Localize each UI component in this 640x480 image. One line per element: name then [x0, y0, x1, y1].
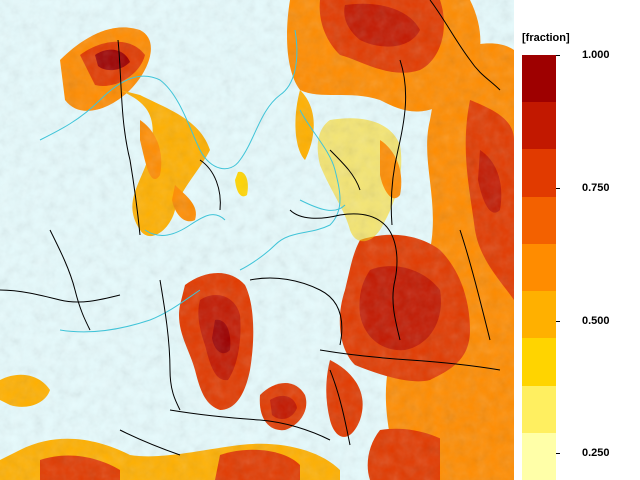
legend-bin [522, 385, 556, 434]
legend-tick-mark [556, 187, 560, 189]
legend-color-bar [522, 55, 556, 480]
legend-tick-mark [556, 453, 560, 455]
texture-overlay [0, 0, 514, 480]
legend-unit-label: [fraction] [522, 32, 570, 44]
country-borders [0, 0, 501, 456]
legend-bin [522, 149, 556, 198]
legend-bin [522, 338, 556, 387]
legend-bin [522, 55, 556, 103]
legend-tick-mark [556, 55, 560, 56]
legend-bin [522, 432, 556, 480]
legend-tick-label: 0.750 [582, 181, 610, 194]
legend-bin [522, 243, 556, 292]
map-canvas [0, 0, 514, 480]
legend-tick-mark [556, 320, 560, 322]
legend-tick-label: 0.250 [582, 447, 610, 460]
legend-bin [522, 102, 556, 150]
legend-bin [522, 291, 556, 339]
coastlines [39, 29, 346, 333]
map-area [0, 0, 514, 480]
legend-tick-label: 0.500 [582, 314, 610, 327]
color-legend: [fraction] 1.000 0.750 0.500 0.250 [514, 0, 640, 480]
legend-bin [522, 196, 556, 245]
legend-tick-label: 1.000 [582, 49, 610, 61]
